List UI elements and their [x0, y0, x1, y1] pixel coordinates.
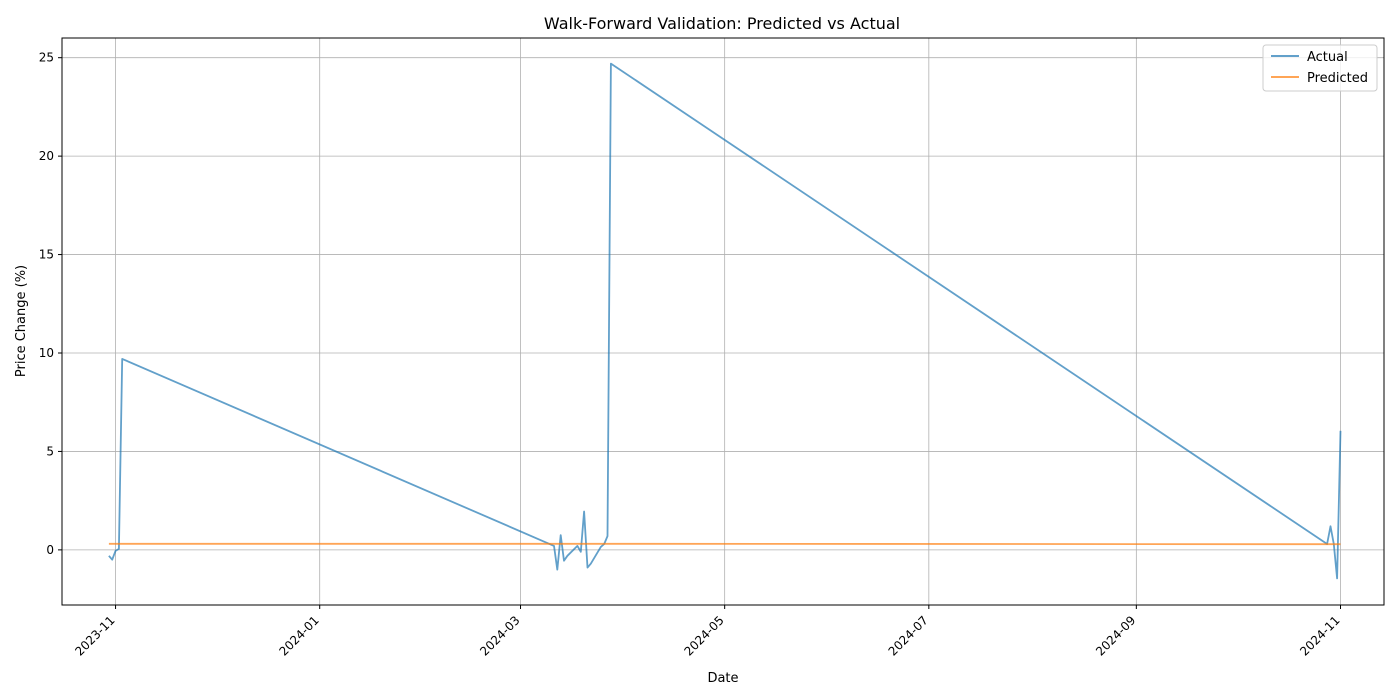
x-tick-label: 2024-11	[1297, 613, 1342, 658]
y-tick-label: 0	[46, 543, 54, 557]
grid	[62, 38, 1384, 605]
y-tick-label: 15	[39, 248, 54, 262]
axis-ticks: 2023-11 2024-01 2024-03 2024-05 2024-07 2024-…	[39, 51, 1343, 659]
x-tick-label: 2024-01	[276, 613, 321, 658]
x-axis-title: Date	[707, 671, 738, 686]
chart-title: Walk-Forward Validation: Predicted vs Ac…	[544, 14, 900, 33]
legend-label-predicted: Predicted	[1307, 71, 1368, 86]
x-tick-label: 2023-11	[72, 613, 117, 658]
plot-frame	[61, 37, 1385, 606]
x-tick-label: 2024-09	[1093, 613, 1138, 658]
series-lines	[108, 62, 1342, 580]
y-tick-label: 10	[39, 346, 54, 360]
x-tick-label: 2024-05	[681, 613, 726, 658]
y-tick-label: 5	[46, 444, 54, 458]
legend-label-actual: Actual	[1307, 50, 1348, 65]
y-axis-title: Price Change (%)	[14, 265, 29, 377]
series-line-actual	[108, 62, 1342, 580]
x-tick-label: 2024-07	[886, 613, 931, 658]
legend: Actual Predicted	[1262, 44, 1378, 92]
y-tick-label: 20	[39, 149, 54, 163]
x-tick-label: 2024-03	[477, 613, 522, 658]
y-tick-label: 25	[39, 51, 54, 65]
